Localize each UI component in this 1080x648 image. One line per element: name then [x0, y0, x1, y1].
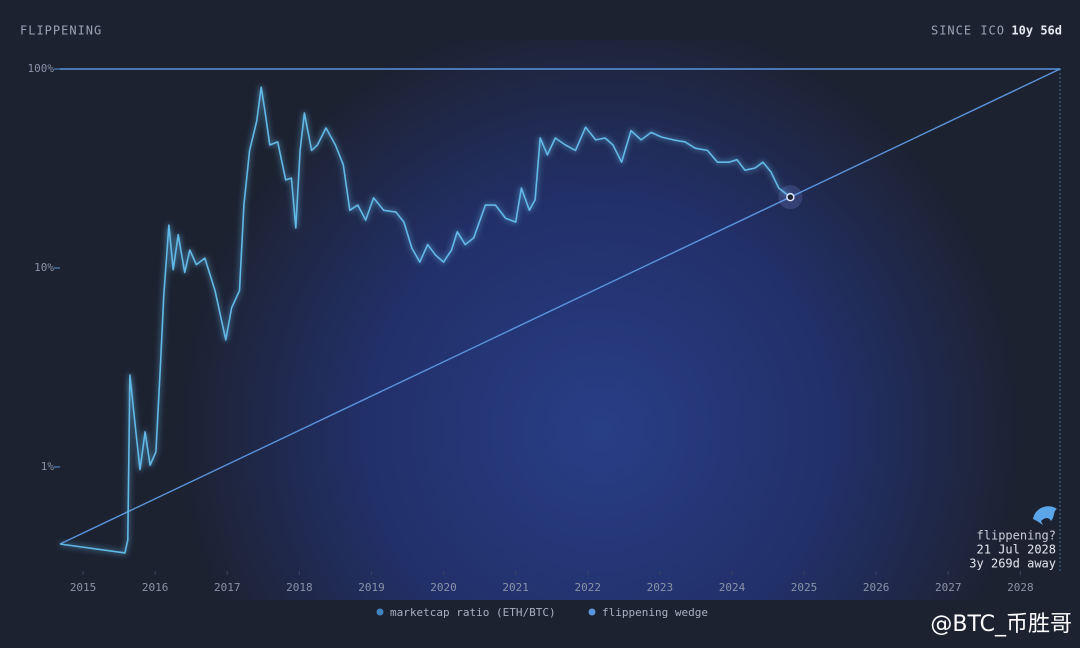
current-point [786, 192, 795, 202]
legend-swatch [588, 608, 596, 616]
annotation-title: flippening? [977, 529, 1056, 543]
x-tick-label: 2023 [647, 581, 674, 594]
annotation-date: 21 Jul 2028 [977, 543, 1056, 557]
y-tick-label: 1% [41, 460, 55, 473]
chart-title: FLIPPENING [20, 24, 102, 38]
x-tick-label: 2016 [142, 581, 169, 594]
y-tick-label: 100% [28, 62, 55, 75]
x-tick-label: 2025 [791, 581, 818, 594]
wedge-line [59, 68, 1061, 545]
background-glow [0, 40, 1080, 600]
x-tick-label: 2027 [935, 581, 962, 594]
x-tick-label: 2021 [502, 581, 529, 594]
legend-swatch [376, 608, 384, 616]
legend-label: flippening wedge [602, 606, 708, 619]
since-label: SINCE ICO [931, 24, 1005, 38]
annotation-away: 3y 269d away [969, 557, 1056, 571]
since-value: 10y 56d [1011, 24, 1062, 38]
watermark: @BTC_币胜哥 [930, 612, 1072, 637]
x-tick-label: 2020 [430, 581, 457, 594]
x-tick-label: 2018 [286, 581, 313, 594]
legend-label: marketcap ratio (ETH/BTC) [390, 606, 556, 619]
x-tick-label: 2026 [863, 581, 890, 594]
y-tick-label: 10% [34, 261, 54, 274]
dolphin-icon [1033, 506, 1057, 525]
x-tick-label: 2017 [214, 581, 241, 594]
x-tick-label: 2015 [70, 581, 97, 594]
x-tick-label: 2028 [1007, 581, 1034, 594]
x-tick-label: 2019 [358, 581, 385, 594]
ratio-line [59, 86, 791, 554]
x-tick-label: 2024 [719, 581, 746, 594]
x-tick-label: 2022 [575, 581, 602, 594]
